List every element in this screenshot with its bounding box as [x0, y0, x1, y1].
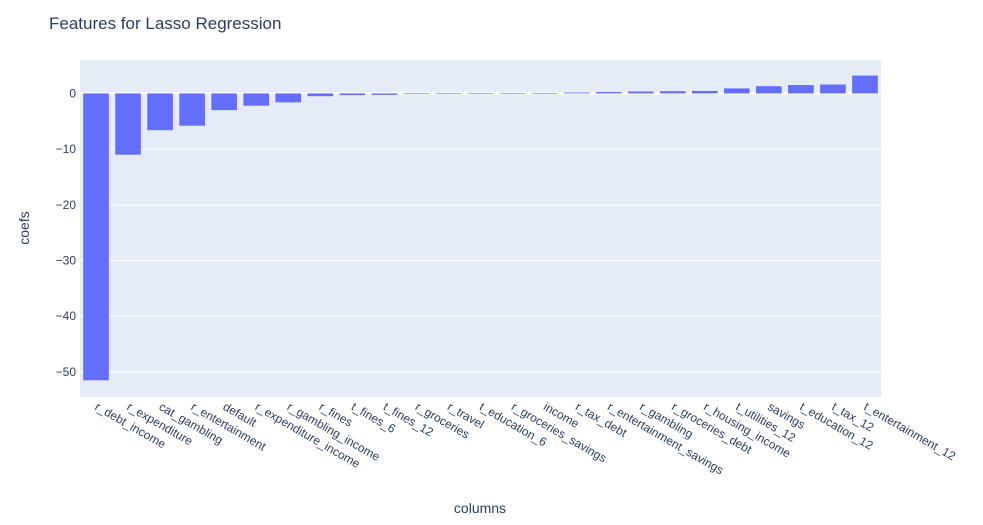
y-tick-label: −30 — [56, 254, 77, 268]
bar-t_tax_12 — [820, 84, 846, 94]
bar-r_groceries_savings — [499, 93, 526, 95]
chart-title: Features for Lasso Regression — [49, 14, 281, 33]
bar-r_travel — [435, 93, 462, 95]
bar-cat_gambling — [147, 93, 173, 131]
y-tick-label: −40 — [56, 309, 77, 323]
bar-t_fines_6 — [339, 93, 366, 96]
bars — [83, 75, 878, 381]
bar-r_expenditure — [115, 93, 141, 155]
bar-r_groceries — [403, 93, 430, 95]
y-tick-label: −50 — [56, 365, 77, 379]
y-axis-title: coefs — [16, 211, 32, 244]
y-tick-label: −20 — [56, 198, 77, 212]
bar-r_fines — [307, 93, 334, 97]
bar-r_groceries_debt — [659, 91, 686, 94]
y-tick-label: −10 — [56, 142, 77, 156]
bar-r_gambling — [627, 91, 654, 94]
bar-r_debt_income — [83, 93, 109, 381]
bar-savings — [756, 86, 782, 94]
bar-t_education_6 — [467, 93, 494, 95]
bar-default — [211, 93, 237, 111]
x-tick-labels: r_debt_incomer_expenditurecat_gamblingr_… — [93, 399, 959, 477]
y-tick-label: 0 — [69, 86, 76, 100]
bar-t_utilities_12 — [724, 88, 750, 94]
plot-area — [80, 60, 881, 397]
bar-r_gambling_income — [275, 93, 302, 103]
bar-t_fines_12 — [371, 93, 398, 95]
x-tick-label: t_entertainment_12 — [861, 399, 958, 463]
y-tick-labels: 0 −10 −20 −30 −40 −50 — [56, 86, 77, 379]
bar-r_tax_debt — [563, 92, 590, 94]
bar-r_expenditure_income — [243, 93, 270, 106]
bar-t_entertainment_12 — [852, 75, 878, 94]
x-axis-title: columns — [454, 500, 506, 516]
bar-r_entertainment_savings — [595, 92, 622, 94]
bar-income — [531, 93, 558, 95]
bar-r_housing_income — [691, 90, 718, 94]
bar-r_entertainment — [179, 93, 205, 126]
bar-t_education_12 — [788, 85, 814, 94]
